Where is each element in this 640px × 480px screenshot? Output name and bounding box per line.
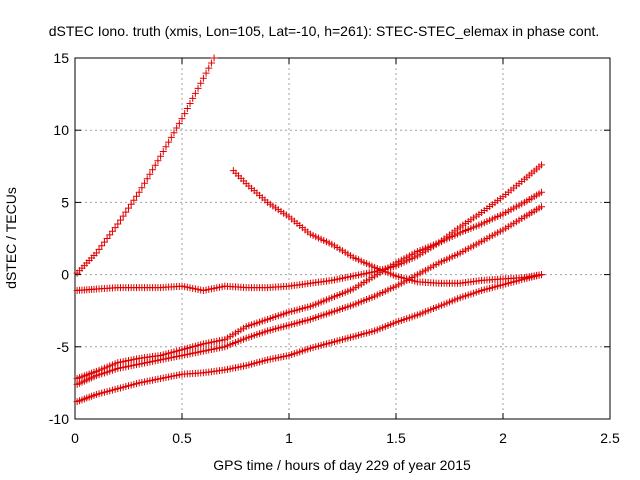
data-point <box>108 227 116 235</box>
data-point <box>538 203 546 211</box>
data-point <box>146 170 154 178</box>
data-point <box>199 74 207 82</box>
series-4 <box>73 188 546 383</box>
data-point <box>103 235 111 242</box>
data-point <box>125 204 132 212</box>
x-tick-label: 0 <box>71 430 79 446</box>
data-point <box>181 110 189 118</box>
data-point <box>119 212 127 220</box>
y-tick-label: 15 <box>53 50 69 66</box>
x-axis-label: GPS time / hours of day 229 of year 2015 <box>213 457 471 473</box>
y-tick-label: 10 <box>53 122 69 138</box>
data-point <box>151 161 159 169</box>
x-tick-label: 2.5 <box>600 430 620 446</box>
data-point <box>197 79 205 87</box>
data-point <box>157 152 165 160</box>
data-point <box>159 147 167 155</box>
data-point <box>183 105 191 113</box>
data-point <box>133 192 141 200</box>
data-point <box>154 157 162 165</box>
data-point <box>207 59 215 67</box>
data-point <box>149 166 157 174</box>
data-point <box>141 179 149 187</box>
data-point <box>538 188 546 196</box>
axis-ticks: 0 0.5 1 1.5 2 2.5 -10 -5 0 5 10 15 <box>49 50 620 446</box>
data-point <box>205 64 213 72</box>
data-point <box>194 84 202 92</box>
data-point <box>210 54 218 62</box>
data-point <box>122 208 130 216</box>
data-point <box>170 129 178 137</box>
x-tick-label: 1.5 <box>386 430 406 446</box>
x-tick-label: 2 <box>499 430 507 446</box>
data-point <box>191 89 199 97</box>
series-1 <box>73 54 218 277</box>
data-series <box>73 54 546 406</box>
data-point <box>538 161 546 169</box>
data-point <box>143 175 151 183</box>
y-tick-label: -10 <box>49 411 69 427</box>
data-point <box>178 115 186 123</box>
data-point <box>173 124 181 132</box>
data-point <box>186 99 194 107</box>
data-point <box>92 249 100 257</box>
chart-title: dSTEC Iono. truth (xmis, Lon=105, Lat=-1… <box>49 23 600 39</box>
y-tick-label: -5 <box>57 339 70 355</box>
data-point <box>135 188 143 196</box>
plot-frame <box>74 57 611 420</box>
data-point <box>202 69 210 77</box>
series-6 <box>73 271 546 406</box>
data-point <box>98 242 106 250</box>
data-point <box>165 138 173 146</box>
data-point <box>106 231 114 239</box>
y-tick-label: 0 <box>61 267 69 283</box>
data-point <box>111 224 119 232</box>
data-point <box>95 245 103 253</box>
data-point <box>114 220 122 228</box>
data-point <box>167 133 175 141</box>
data-point <box>162 143 170 151</box>
data-point <box>100 238 108 246</box>
series-5 <box>73 203 546 388</box>
data-point <box>130 196 138 204</box>
data-point <box>175 119 183 127</box>
data-point <box>538 271 546 279</box>
y-tick-label: 5 <box>61 194 69 210</box>
data-point <box>127 200 135 208</box>
data-point <box>138 184 146 192</box>
y-axis-label: dSTEC / TECUs <box>3 187 19 289</box>
x-tick-label: 0.5 <box>172 430 192 446</box>
data-point <box>116 216 124 224</box>
x-tick-label: 1 <box>285 430 293 446</box>
data-point <box>189 94 197 102</box>
